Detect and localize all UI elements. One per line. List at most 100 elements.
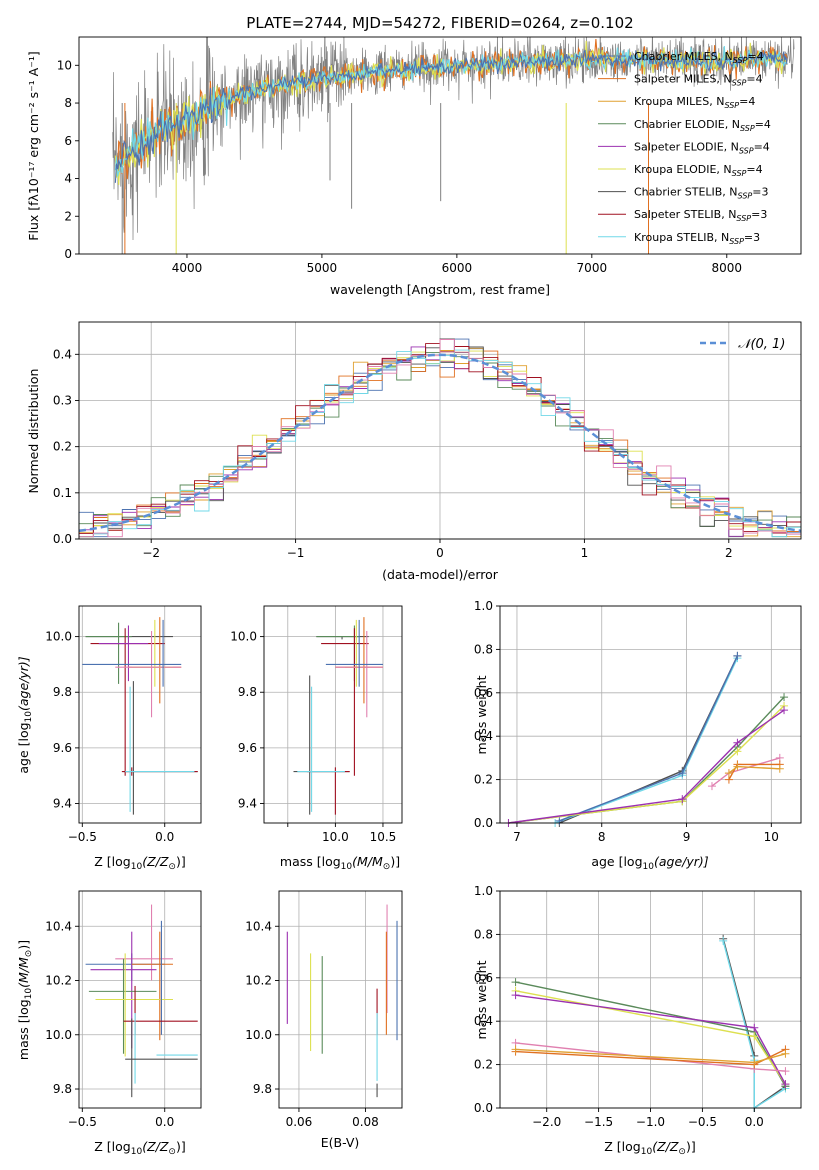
age-mass-grid <box>264 606 402 823</box>
mw-age-line <box>728 765 780 774</box>
legend-entry: Chabrier MILES, NSSP=4 <box>634 50 764 65</box>
age-z-xlabel: Z [log10(Z/Z⊙)] <box>94 854 185 872</box>
age-z-ytick-label: 9.4 <box>53 797 72 811</box>
histogram-ytick-label: 0.2 <box>53 440 72 454</box>
age-vs-mass-panel: 10.0 10.5 9.4 9.6 9.8 10.0 mass [log10(M/M⊙)] <box>230 605 403 872</box>
spectrum-legend: Chabrier MILES, NSSP=4 Salpeter MILES, NS… <box>598 50 771 246</box>
mw-age-point <box>678 769 687 778</box>
mw-age-line <box>559 655 739 822</box>
mass-ebv-xtick-label: 0.06 <box>286 1115 313 1129</box>
mass-ebv-xtick-label: 0.08 <box>352 1115 379 1129</box>
spectrum-ytick-label: 10 <box>57 58 72 72</box>
gaussian-legend-label: 𝒩(0, 1) <box>738 337 785 352</box>
histogram-xtick-label: −1 <box>287 546 305 560</box>
age-z-errorbars <box>82 617 198 815</box>
mw-z-ytick-label: 0.4 <box>474 1014 493 1028</box>
mw-age-grid <box>500 605 801 824</box>
age-mass-ytick-label: 9.8 <box>238 685 257 699</box>
age-z-ytick-label: 9.8 <box>53 685 72 699</box>
mw-z-xtick-label: −2.0 <box>532 1115 561 1129</box>
model-spectrum-line <box>114 49 788 183</box>
mw-z-ylabel: mass weight <box>474 960 489 1039</box>
spectrum-xlabel: wavelength [Angstrom, rest frame] <box>330 282 550 297</box>
mw-z-xtick-label: −1.5 <box>584 1115 613 1129</box>
gaussian-legend: 𝒩(0, 1) <box>700 337 785 352</box>
mw-age-ytick-label: 0.8 <box>474 642 493 656</box>
spectrum-xtick-label: 5000 <box>307 261 338 275</box>
spectrum-series <box>112 37 795 254</box>
mw-age-point <box>678 795 687 804</box>
mw-age-line <box>508 709 785 824</box>
legend-entry: Salpeter STELIB, NSSP=3 <box>634 208 767 223</box>
mass-z-errorbars <box>85 904 198 1098</box>
histogram-xtick-label: −2 <box>142 546 160 560</box>
mw-z-ytick-label: 0.2 <box>474 1058 493 1072</box>
spectrum-xtick-label: 7000 <box>577 261 608 275</box>
mw-z-point <box>511 978 520 987</box>
gaussian-curve <box>78 353 802 533</box>
mw-age-ytick-label: 0.2 <box>474 773 493 787</box>
age-mass-xtick-label: 10.5 <box>370 830 397 844</box>
mw-z-ytick-label: 0.8 <box>474 927 493 941</box>
spectrum-ticks: 4000 5000 6000 7000 8000 0 2 4 6 8 10 <box>57 58 742 275</box>
mw-z-point <box>511 1045 520 1054</box>
mass-ebv-ytick-label: 9.8 <box>253 1082 272 1096</box>
mw-age-series <box>504 651 789 827</box>
mw-age-point <box>780 693 789 702</box>
mw-z-point <box>781 1049 790 1058</box>
mw-age-ytick-label: 0.0 <box>474 816 493 830</box>
spectrum-ytick-label: 6 <box>64 134 72 148</box>
legend-entry: Chabrier ELODIE, NSSP=4 <box>634 118 771 133</box>
mw-age-point <box>780 706 789 715</box>
mass-z-ytick-label: 10.4 <box>45 919 72 933</box>
mass-z-ytick-label: 10.2 <box>45 974 72 988</box>
age-z-ytick-label: 9.6 <box>53 741 72 755</box>
spectrum-xtick-label: 4000 <box>172 261 203 275</box>
mw-z-ytick-label: 0.6 <box>474 971 493 985</box>
age-mass-ticks: 10.0 10.5 9.4 9.6 9.8 10.0 <box>230 630 396 844</box>
mw-z-xtick-label: −1.0 <box>636 1115 665 1129</box>
mw-age-xtick-label: 8 <box>598 830 606 844</box>
spectrum-ytick-label: 0 <box>64 247 72 261</box>
mw-age-line <box>554 657 739 824</box>
histogram-xtick-label: 1 <box>581 546 589 560</box>
mass-ebv-ytick-label: 10.4 <box>245 919 272 933</box>
mass-z-ytick-label: 10.0 <box>45 1028 72 1042</box>
mass-z-ylabel: mass [log10(M/M⊙)] <box>16 940 34 1060</box>
mw-z-point <box>511 991 520 1000</box>
histogram-series <box>78 338 802 538</box>
age-z-ticks: −0.5 0.0 9.4 9.6 9.8 10.0 <box>45 630 174 844</box>
age-mass-ytick-label: 10.0 <box>230 630 257 644</box>
mw-z-point <box>781 1080 790 1089</box>
mass-ebv-ytick-label: 10.0 <box>245 1028 272 1042</box>
spectrum-ytick-label: 2 <box>64 209 72 223</box>
spectrum-ytick-label: 8 <box>64 96 72 110</box>
histogram-ytick-label: 0.4 <box>53 347 72 361</box>
age-z-ytick-label: 10.0 <box>45 630 72 644</box>
mw-age-point <box>733 762 742 771</box>
histogram-xlabel: (data-model)/error <box>382 567 499 582</box>
mass-ebv-errorbars <box>286 904 398 1098</box>
figure-title: PLATE=2744, MJD=54272, FIBERID=0264, z=0… <box>246 14 633 32</box>
age-vs-metallicity-panel: −0.5 0.0 9.4 9.6 9.8 10.0 Z [log10(Z/Z⊙)] age [… <box>16 605 202 872</box>
mass-vs-metallicity-panel: −0.5 0.0 9.8 10.0 10.2 10.4 Z [log10(Z/Z⊙)] mas… <box>16 890 202 1157</box>
mw-z-line <box>722 940 786 1110</box>
mw-age-point <box>733 747 742 756</box>
mass-ebv-ytick-label: 10.2 <box>245 974 272 988</box>
age-z-xtick-label: −0.5 <box>68 830 97 844</box>
mass-ebv-ticks: 0.06 0.08 9.8 10.0 10.2 10.4 <box>245 919 379 1129</box>
histogram-step-series <box>78 349 801 538</box>
mw-z-series <box>511 934 790 1112</box>
legend-entry: Chabrier STELIB, NSSP=3 <box>634 186 768 201</box>
age-mass-errorbars <box>293 617 383 815</box>
mw-z-ticks: −2.0 −1.5 −1.0 −0.5 0.0 0.0 0.2 0.4 0.6 0.8 1.0 <box>474 884 764 1129</box>
mass-ebv-xlabel: E(B-V) <box>321 1135 360 1150</box>
mass-z-xtick-label: 0.0 <box>155 1115 174 1129</box>
spectrum-ylabel: Flux [fλ10⁻¹⁷ erg cm⁻² s⁻¹ A⁻¹] <box>26 51 41 240</box>
mw-z-point <box>719 936 728 945</box>
histogram-ytick-label: 0.0 <box>53 532 72 546</box>
massweight-vs-metallicity-panel: −2.0 −1.5 −1.0 −0.5 0.0 0.0 0.2 0.4 0.6 0.8 1.0 Z [… <box>474 884 802 1157</box>
legend-entry: Salpeter MILES, NSSP=4 <box>634 73 763 88</box>
mw-age-xtick-label: 9 <box>683 830 691 844</box>
massweight-vs-age-panel: 7 8 9 10 0.0 0.2 0.4 0.6 0.8 1.0 age [log10(age/yr… <box>474 599 802 872</box>
